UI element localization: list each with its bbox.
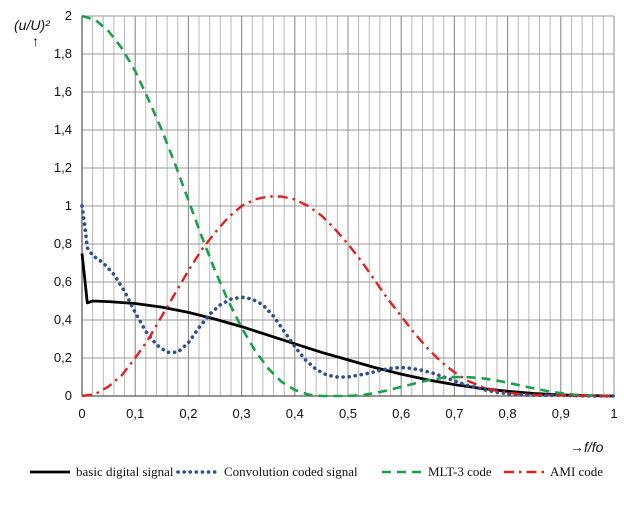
legend: basic digital signal Convolution coded si… — [30, 464, 603, 479]
y-tick-label: 1,8 — [54, 46, 72, 61]
legend-label: Convolution coded signal — [224, 464, 358, 479]
legend-item: MLT-3 code — [382, 464, 492, 479]
series-line-mlt-3-code — [81, 14, 615, 398]
y-tick-label: 2 — [65, 8, 72, 23]
series-line-ami-code — [81, 195, 614, 398]
y-tick-label: 0,8 — [54, 236, 72, 251]
y-tick-label: 1,2 — [54, 160, 72, 175]
y-tick-label: 0,6 — [54, 274, 72, 289]
x-tick-label: 0,7 — [445, 406, 463, 421]
series-line-basic-digital-signal — [80, 253, 615, 398]
legend-item: basic digital signal — [30, 464, 174, 479]
y-tick-label: 0 — [65, 388, 72, 403]
y-tick-label: 1,4 — [54, 122, 72, 137]
y-tick-label: 1,6 — [54, 84, 72, 99]
legend-item: AMI code — [504, 464, 603, 479]
legend-label: MLT-3 code — [428, 464, 492, 479]
y-tick-label: 1 — [65, 198, 72, 213]
y-tick-label: 0,4 — [54, 312, 72, 327]
x-axis-title: →f/fo — [570, 439, 604, 455]
y-tick-label: 0,2 — [54, 350, 72, 365]
legend-label: basic digital signal — [76, 464, 174, 479]
x-tick-label: 0,1 — [126, 406, 144, 421]
x-tick-label: 1 — [610, 406, 617, 421]
x-tick-label: 0,5 — [339, 406, 357, 421]
x-tick-label: 0,4 — [286, 406, 304, 421]
y-axis-title: (u/U)² — [14, 17, 51, 33]
legend-item: Convolution coded signal — [176, 464, 358, 479]
x-tick-label: 0 — [78, 406, 85, 421]
x-tick-label: 0,3 — [233, 406, 251, 421]
series-line-convolution-coded-signal — [80, 204, 616, 398]
legend-label: AMI code — [550, 464, 603, 479]
tick-labels: 0 0,1 0,2 0,3 0,4 0,5 0,6 0,7 0,8 0,9 1 0 0,2 0,4 0,6 0… — [54, 8, 618, 421]
series-lines — [80, 14, 616, 398]
y-axis-arrow: ↑ — [32, 33, 39, 49]
x-tick-label: 0,6 — [392, 406, 410, 421]
x-tick-label: 0,8 — [499, 406, 517, 421]
x-tick-label: 0,2 — [179, 406, 197, 421]
x-tick-label: 0,9 — [552, 406, 570, 421]
grid — [81, 15, 615, 397]
